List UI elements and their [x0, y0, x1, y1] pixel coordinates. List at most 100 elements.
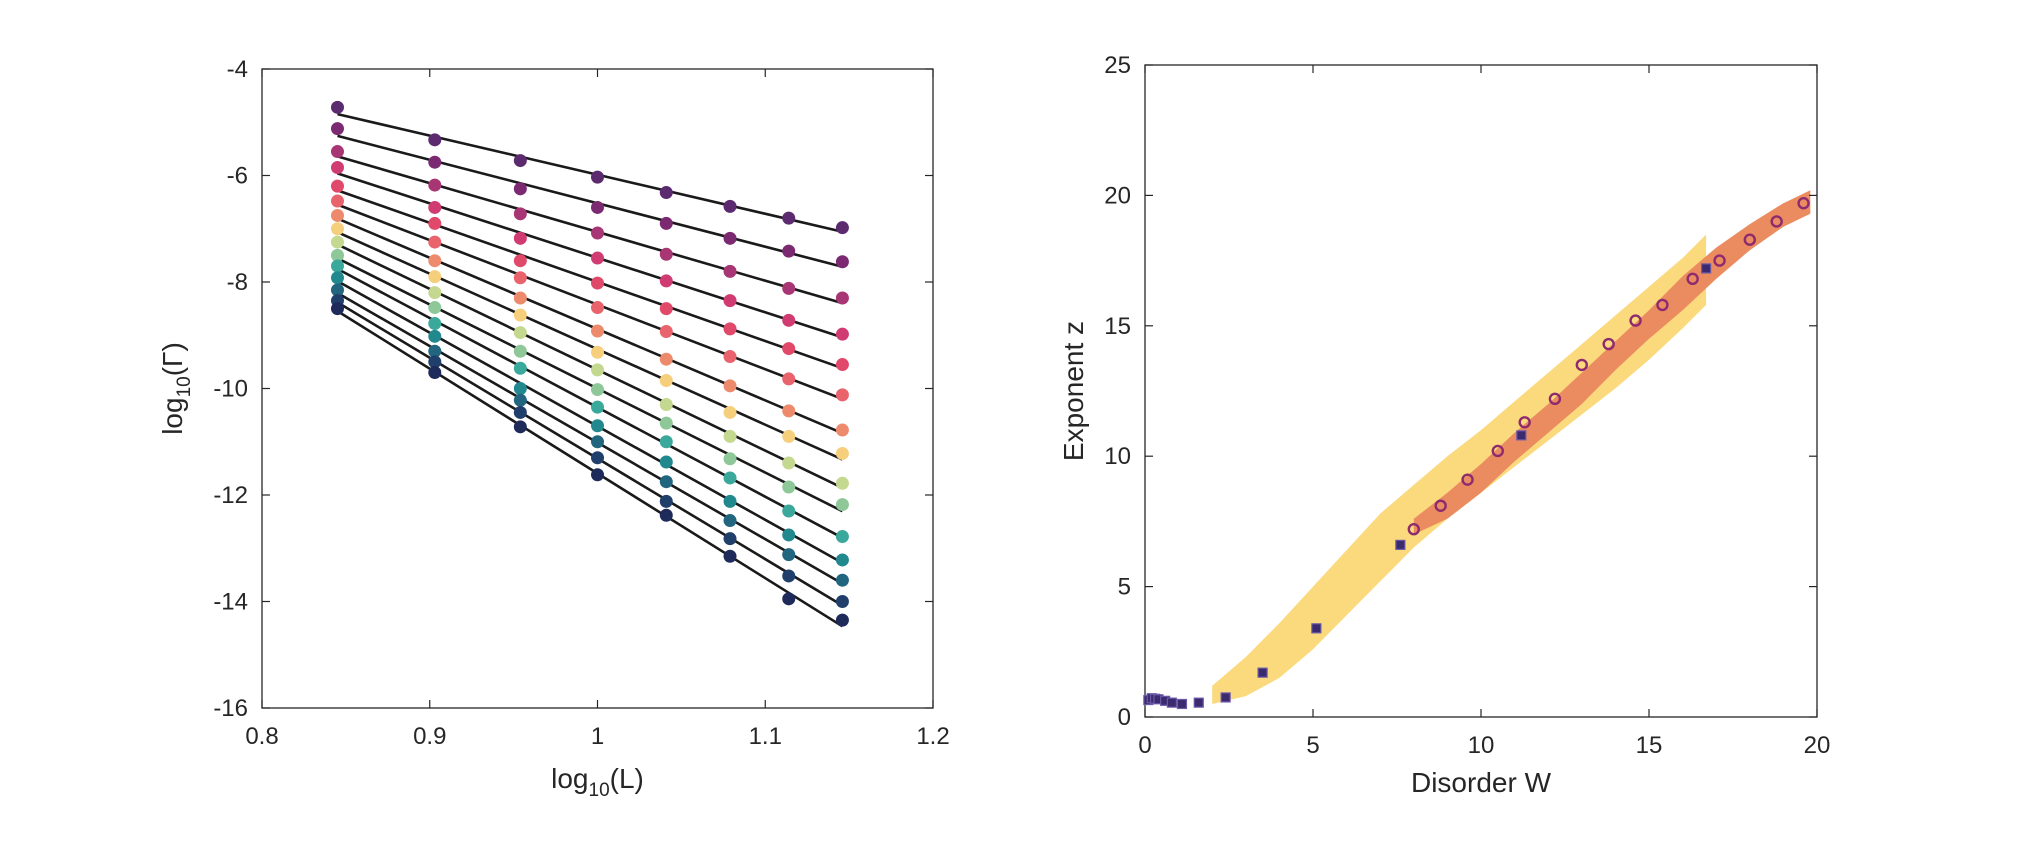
series-4-point-3	[591, 276, 604, 290]
series-14-point-2	[513, 420, 527, 434]
left-fit-lines	[336, 112, 844, 628]
series-9-point-4	[659, 416, 673, 430]
series-0-point-7	[835, 221, 849, 235]
fit-line-0	[337, 112, 843, 234]
series-7-point-3	[591, 345, 604, 359]
left-xlabel-base: log	[551, 763, 588, 794]
series-6-point-2	[513, 291, 527, 305]
series-7-point-0	[330, 222, 344, 236]
series-6-point-4	[659, 352, 673, 366]
circle-point-2	[1461, 473, 1474, 486]
square-point-6	[1176, 698, 1188, 710]
series-6-point-3	[591, 324, 604, 338]
circle-point-1	[1434, 499, 1447, 512]
series-11-point-2	[513, 382, 527, 395]
series-13-point-1	[428, 355, 442, 369]
right-data-points	[1143, 197, 1810, 710]
series-13-point-5	[723, 532, 737, 546]
circle-point-10	[1686, 272, 1699, 286]
left-y-tick-label: -14	[213, 589, 248, 616]
series-10-point-4	[659, 435, 673, 449]
fit-line-13	[336, 301, 844, 607]
right-uncertainty-bands	[1212, 190, 1811, 704]
series-2-point-1	[428, 178, 442, 192]
left-y-tick-label: -4	[227, 56, 248, 83]
series-2-point-0	[330, 145, 344, 159]
circle-point-6	[1575, 358, 1589, 372]
series-8-point-5	[723, 429, 737, 443]
circle-point-11	[1713, 254, 1726, 267]
series-11-point-5	[723, 494, 737, 508]
series-2-point-2	[513, 207, 527, 221]
series-13-point-7	[835, 595, 849, 608]
left-x-tick-label: 0.9	[413, 723, 446, 750]
series-6-point-7	[835, 423, 849, 437]
square-point-7	[1193, 697, 1204, 708]
series-11-point-3	[591, 419, 604, 433]
series-2-point-4	[659, 247, 673, 261]
circle-point-13	[1770, 215, 1783, 228]
series-7-point-7	[835, 446, 849, 460]
series-12-point-2	[513, 393, 527, 407]
left-ylabel-base: log	[157, 397, 188, 434]
series-14-point-3	[591, 468, 604, 482]
series-1-point-2	[513, 182, 527, 196]
series-2-point-5	[723, 264, 737, 278]
series-9-point-0	[330, 248, 344, 262]
right-y-tick-label: 25	[1104, 52, 1131, 79]
series-7-point-2	[513, 308, 527, 322]
right-axes-box	[1144, 64, 1818, 718]
series-3-point-2	[513, 231, 527, 245]
series-9-point-6	[782, 480, 796, 494]
series-5-point-2	[513, 271, 527, 285]
square-point-9	[1257, 667, 1268, 678]
series-7-point-6	[782, 429, 796, 443]
series-12-point-5	[723, 514, 737, 528]
series-1-point-7	[835, 255, 849, 269]
series-12-point-4	[659, 475, 673, 489]
fit-line-14	[336, 310, 844, 628]
left-data-points	[330, 100, 849, 627]
fit-line-5	[337, 203, 843, 401]
series-13-point-6	[782, 569, 796, 583]
right-x-tick-label: 15	[1636, 732, 1663, 759]
left-x-tick-label: 1	[591, 723, 604, 750]
series-13-point-4	[659, 494, 673, 508]
series-9-point-3	[591, 383, 604, 397]
left-xlabel-arg: (L)	[610, 763, 644, 794]
series-7-point-1	[428, 270, 442, 284]
series-4-point-4	[659, 302, 673, 316]
series-11-point-0	[330, 271, 344, 285]
left-x-tick-label: 1.2	[916, 723, 949, 750]
series-4-point-5	[723, 322, 737, 336]
series-1-point-0	[330, 122, 344, 136]
left-ylabel-sub: 10	[174, 376, 195, 397]
right-x-tick-label: 20	[1804, 732, 1831, 759]
series-1-point-3	[591, 200, 604, 214]
fit-line-3	[337, 172, 843, 339]
square-point-10	[1311, 623, 1322, 634]
fit-line-2	[337, 155, 843, 305]
series-13-point-2	[513, 405, 527, 419]
right-x-axis-label: Disorder W	[1411, 767, 1552, 798]
right-y-axis-label: Exponent z	[1058, 321, 1089, 461]
series-2-point-6	[782, 281, 796, 295]
square-point-12	[1516, 430, 1527, 441]
series-5-point-0	[330, 194, 344, 208]
series-10-point-7	[835, 530, 849, 544]
series-3-point-1	[428, 200, 442, 214]
circle-point-5	[1548, 392, 1562, 406]
series-1-point-4	[659, 216, 673, 230]
series-0-point-1	[428, 133, 442, 147]
left-chart: 0.8 0.9 1 1.1 1.2 -4-6-8-10-12-14-16 log10(L…	[157, 56, 950, 801]
series-11-point-7	[835, 553, 849, 567]
circle-point-8	[1629, 314, 1642, 327]
left-y-axis-ticks: -4 -6 -8 -10 -12 -14 -16	[213, 56, 933, 722]
right-x-tick-label: 10	[1468, 732, 1495, 759]
series-10-point-3	[591, 400, 604, 414]
series-5-point-5	[723, 350, 737, 364]
fit-line-6	[336, 217, 843, 435]
series-10-point-5	[723, 471, 737, 485]
series-12-point-6	[782, 548, 796, 562]
left-x-tick-label: 1.1	[749, 723, 782, 750]
